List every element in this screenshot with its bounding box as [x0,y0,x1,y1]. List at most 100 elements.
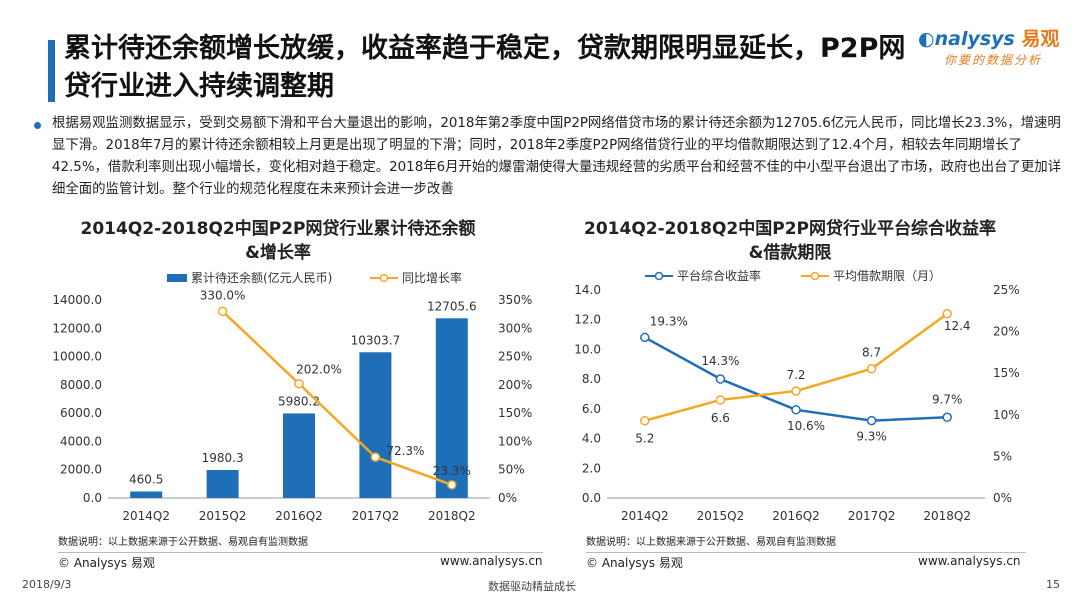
left-website-link[interactable]: www.analysys.cn [440,554,543,568]
left-growth-point [447,480,457,490]
left-chart-y-left-tick: 10000.0 [52,350,102,364]
left-source-note: 数据说明：以上数据来源于公开数据、易观自有监测数据 [58,537,308,548]
left-chart-y-left-tick: 12000.0 [52,321,102,335]
right-chart-y-left-tick: 0.0 [582,491,601,505]
left-bar [435,318,468,498]
right-yield-label: 14.3% [701,354,739,368]
right-yield-point [640,332,650,343]
left-chart-y-left-tick: 8000.0 [60,378,102,392]
left-chart-y-right-tick: 150% [498,406,532,420]
right-chart-x-tick: 2018Q2 [923,509,971,523]
right-term-point [942,309,952,319]
right-chart-y-right-tick: 15% [993,366,1020,380]
left-chart-y-right-tick: 0% [498,491,517,505]
left-legend-line-label: 同比增长率 [402,270,462,285]
right-chart-y-right-tick: 10% [993,408,1020,422]
left-chart-y-right-tick: 200% [498,378,532,392]
right-term-label: 8.7 [862,346,881,360]
right-term-label: 7.2 [786,368,805,382]
right-chart-x-tick: 2017Q2 [848,509,896,523]
left-chart-y-left-tick: 14000.0 [52,293,102,307]
right-legend-yield-label: 平台综合收益率 [677,268,761,283]
chart-yield-term-svg: 2014Q2-2018Q2中国P2P网贷行业平台综合收益率&借款期限 0.0 2.0… [574,218,1020,523]
left-chart-y-right-tick: 250% [498,350,532,364]
right-website-link[interactable]: www.analysys.cn [918,554,1021,568]
right-yield-label: 10.6% [787,419,825,433]
right-chart-y-left-tick: 8.0 [582,372,601,386]
left-chart-y-right-tick: 300% [498,321,532,335]
left-chart-x-tick: 2014Q2 [122,509,170,523]
right-chart-title-line1: 2014Q2-2018Q2中国P2P网贷行业平台综合收益率 [584,218,996,239]
chart-yield-term: 2014Q2-2018Q2中国P2P网贷行业平台综合收益率 &借款期限 0.0 2.0… [545,214,1065,544]
right-term-label: 6.6 [711,411,730,425]
logo-icon: ◐ [918,28,935,50]
right-chart-y-left-tick: 2.0 [582,461,601,475]
right-source-note: 数据说明：以上数据来源于公开数据、易观自有监测数据 [586,537,836,548]
right-yield-point [866,415,877,426]
left-growth-point [294,378,304,389]
left-chart-y-left-tick: 6000.0 [60,406,102,420]
left-chart-x-tick: 2017Q2 [352,509,400,523]
right-yield-label: 9.3% [856,430,887,444]
left-bar [130,491,163,498]
right-term-point [791,386,801,396]
right-chart-y-right-tick: 0% [993,491,1012,505]
right-term-point [640,415,650,426]
right-chart-y-left-tick: 12.0 [574,313,601,327]
left-chart-y-left-tick: 2000.0 [60,463,102,477]
right-chart-y-left-tick: 4.0 [582,432,601,446]
left-growth-line [221,310,453,486]
right-yield-point [791,405,801,415]
right-term-point [866,363,877,374]
left-growth-point [370,452,381,462]
right-term-label: 5.2 [635,432,654,446]
left-chart-x-tick: 2016Q2 [275,509,323,523]
right-chart-y-left-tick: 6.0 [582,402,601,416]
right-chart-x-tick: 2016Q2 [772,509,820,523]
right-chart-y-left-tick: 14.0 [574,283,601,297]
left-growth-label: 23.3% [433,464,471,478]
right-chart-y-left-tick: 10.0 [574,342,601,356]
right-yield-point [715,374,726,384]
left-copyright: © Analysys 易观 [58,556,155,570]
left-legend-bar-swatch [167,274,187,282]
left-chart-title-line2: &增长率 [245,242,311,263]
left-chart-y-left-tick: 4000.0 [60,434,102,448]
page-title: 累计待还余额增长放缓，收益率趋于稳定，贷款期限明显延长，P2P网贷行业进入持续调… [64,33,906,102]
left-growth-point [217,306,228,317]
right-legend-term-marker [810,271,820,281]
right-chart-x-tick: 2015Q2 [697,509,745,523]
left-chart-y-right-tick: 350% [498,293,532,307]
right-yield-label: 9.7% [932,392,963,406]
left-chart-title-line1: 2014Q2-2018Q2中国P2P网贷行业累计待还余额 [81,218,476,239]
left-bar [359,352,392,498]
chart-balance-growth: 2014Q2-2018Q2中国P2P网贷行业累计待还余额 &增长率 0.0 2000.… [20,214,540,544]
left-chart-y-left-tick: 0.0 [83,491,102,505]
analysys-logo: ◐nalysys 易观 你要的数据分析 [918,24,1068,74]
right-term-point [715,395,726,405]
page-number: 15 [1046,578,1060,591]
left-footer-divider [58,552,543,553]
left-bar-label: 10303.7 [351,333,401,347]
left-bar-label: 12705.6 [427,299,477,313]
right-term-label: 12.4 [944,319,971,333]
right-chart-y-right-tick: 25% [993,283,1020,297]
left-bar-label: 1980.3 [202,451,244,465]
left-bar [206,469,239,498]
title-accent-bar [48,40,55,102]
left-chart-x-tick: 2015Q2 [199,509,247,523]
logo-slogan: 你要的数据分析 [944,53,1043,67]
left-bar [283,413,315,498]
logo-brand-cn: 易观 [1021,28,1060,50]
left-legend-line-marker [379,273,389,283]
logo-brand: nalysys [934,28,1015,50]
footer-slogan: 数据驱动精益成长 [488,580,576,593]
left-growth-label: 72.3% [386,444,424,458]
right-chart-y-right-tick: 5% [993,449,1012,463]
bullet-icon [34,122,41,129]
right-copyright: © Analysys 易观 [586,556,683,570]
summary-text: 根据易观监测数据显示，受到交易额下滑和平台大量退出的影响，2018年第2季度中国… [52,116,1062,197]
right-yield-point [942,412,952,423]
left-growth-label: 202.0% [296,363,342,377]
left-chart-x-tick: 2018Q2 [428,509,476,523]
